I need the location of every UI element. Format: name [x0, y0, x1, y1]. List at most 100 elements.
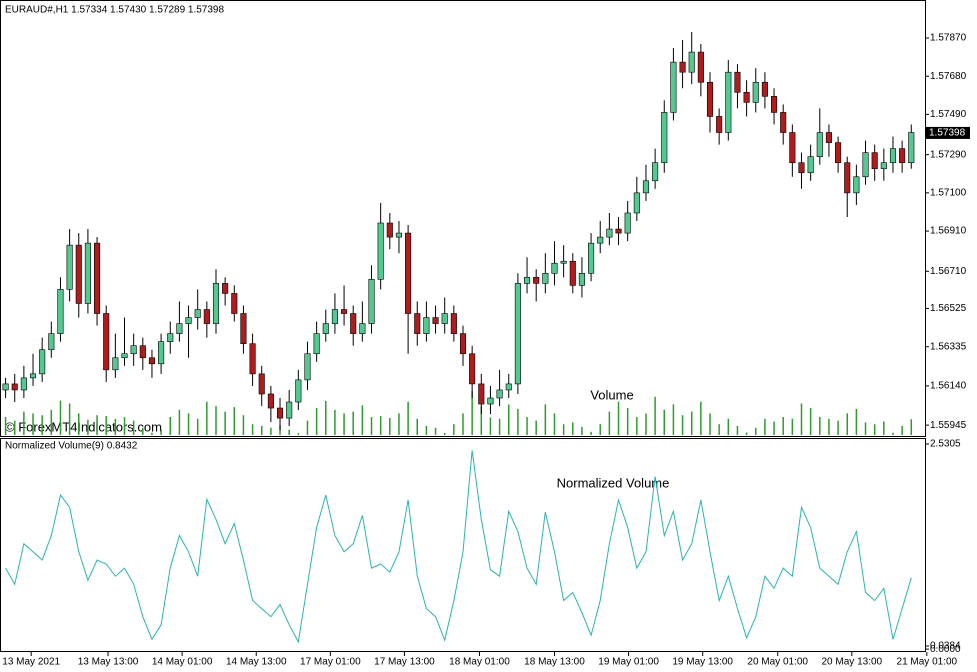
candle-body [697, 51, 704, 83]
y-tick-label: 1.57100 [930, 187, 967, 198]
x-tick-label: 18 May 01:00 [449, 657, 510, 668]
main-panel [0, 0, 926, 437]
y-tick-label: 1.56525 [930, 303, 967, 314]
candle-body [487, 397, 494, 405]
normalized-volume-line [5, 450, 912, 644]
candle-body [441, 313, 448, 324]
candle-body [341, 309, 348, 314]
candle-body [615, 228, 622, 234]
candle-body [706, 81, 714, 117]
candle-body [66, 244, 73, 290]
candle-body [542, 273, 549, 284]
y-tick-label: 1.57490 [930, 109, 967, 120]
candle-body [249, 343, 256, 375]
candle-body [661, 112, 668, 163]
candle-body [148, 357, 155, 365]
candle-body [377, 222, 384, 280]
candle-body [835, 142, 842, 163]
x-tick-label: 20 May 13:00 [822, 657, 883, 668]
y-tick-label: 1.57680 [930, 71, 967, 82]
x-tick-label: 13 May 2021 [2, 657, 60, 668]
candle-body [185, 317, 192, 324]
candle-body [560, 260, 567, 264]
y-tick-label: 0.0000 [930, 644, 961, 655]
candle-body [295, 379, 302, 403]
x-tick-label: 14 May 01:00 [152, 657, 213, 668]
candle-body [276, 407, 284, 419]
indicator-panel [0, 438, 926, 652]
candle-body [871, 152, 878, 170]
candle-body [194, 309, 201, 318]
candle-body [908, 132, 915, 163]
candle-body [597, 236, 604, 244]
candle-body [533, 277, 540, 284]
candle-body [789, 132, 796, 163]
y-tick-label: 1.57870 [930, 33, 967, 44]
candle-body [816, 132, 823, 157]
candle-body [899, 148, 906, 163]
x-tick-label: 14 May 13:00 [226, 657, 287, 668]
candle-body [258, 373, 265, 395]
candle-body [469, 353, 476, 385]
candle-body [752, 81, 759, 103]
x-tick-label: 19 May 13:00 [672, 657, 733, 668]
x-tick-label: 18 May 13:00 [524, 657, 585, 668]
y-tick-label: 1.56335 [930, 341, 967, 352]
candle-body [322, 323, 329, 334]
candle-body [798, 162, 805, 174]
candle-body [588, 242, 595, 274]
candle-body [395, 232, 403, 238]
candle-body [231, 293, 238, 314]
y-tick-label: 1.55945 [930, 420, 967, 431]
symbol-header: EURAUD#,H1 1.57334 1.57430 1.57289 1.573… [5, 5, 224, 16]
candle-body [514, 283, 521, 385]
candle-body [642, 180, 650, 194]
candle-body [716, 116, 723, 133]
candle-body [688, 51, 695, 73]
candle-body [29, 373, 37, 379]
candle-body [862, 152, 869, 178]
candle-body [423, 317, 430, 334]
candle-body [139, 345, 146, 359]
candle-body [725, 71, 732, 133]
candle-body [496, 389, 503, 399]
y-tick-label: 1.56140 [930, 381, 967, 392]
candle-body [889, 148, 897, 163]
candle-body [761, 81, 768, 97]
y-tick-label: 1.56910 [930, 226, 967, 237]
candle-body [432, 317, 439, 324]
candle-body [368, 279, 375, 324]
candle-body [569, 260, 576, 286]
candle-body [670, 61, 677, 113]
candle-body [807, 156, 814, 174]
x-tick-label: 17 May 01:00 [300, 657, 361, 668]
candle-body [578, 273, 585, 286]
candle-body [734, 71, 741, 93]
candle-body [121, 353, 128, 359]
candle-body [414, 313, 421, 334]
candle-body [75, 244, 82, 304]
candle-body [350, 313, 357, 334]
candle-body [222, 283, 229, 294]
x-tick-label: 20 May 01:00 [747, 657, 808, 668]
indicator-label: Normalized Volume [557, 475, 670, 490]
candle-body [780, 112, 787, 133]
candle-body [2, 383, 9, 391]
candle-body [304, 353, 311, 381]
candle-body [167, 333, 174, 342]
candle-body [624, 212, 631, 234]
candle-body [57, 289, 64, 334]
x-tick-label: 21 May 01:00 [897, 657, 958, 668]
candle-body [176, 323, 183, 334]
candle-body [743, 92, 750, 103]
candle-body [523, 277, 531, 284]
candle-body [286, 401, 293, 419]
candle-body [240, 313, 247, 344]
candle-body [679, 61, 686, 73]
volume-label: Volume [590, 387, 633, 402]
candle-body [771, 96, 778, 113]
candle-body [478, 383, 485, 405]
y-tick-label: 0.0384 [930, 641, 961, 652]
y-tick-label: 2.5305 [930, 439, 961, 450]
